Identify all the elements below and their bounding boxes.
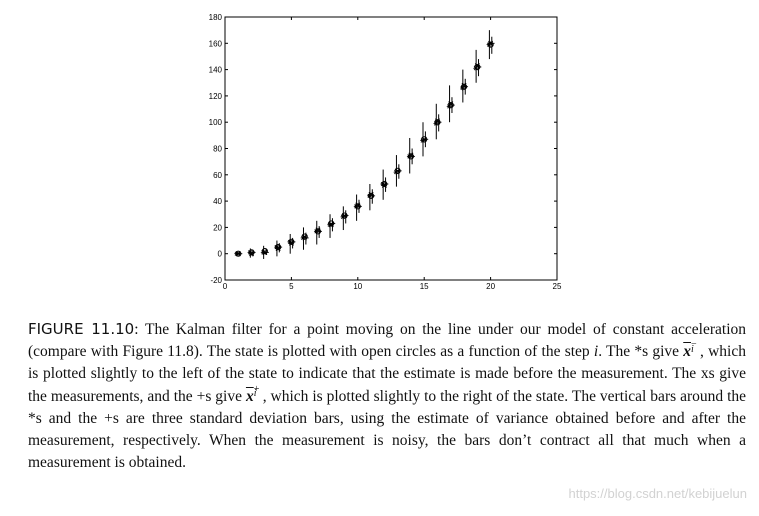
- y-tick-label: 100: [209, 118, 223, 127]
- figure-label: FIGURE 11.10: [28, 320, 135, 338]
- posterior-estimate-plus-point: [343, 213, 349, 219]
- y-tick-label: -20: [210, 276, 222, 285]
- y-tick-label: 0: [218, 250, 223, 259]
- caption-sup-plus: +: [253, 383, 260, 395]
- caption-text-3: , which is plotted slightly to the left …: [28, 343, 746, 405]
- y-tick-label: 120: [209, 92, 223, 101]
- posterior-estimate-plus-point: [277, 244, 283, 250]
- cross-stroke: [368, 192, 374, 198]
- posterior-estimate-plus-point: [409, 153, 415, 159]
- y-tick-label: 80: [213, 145, 222, 154]
- caption-var-i: i: [593, 343, 599, 361]
- x-tick-label: 25: [553, 282, 562, 291]
- cross-stroke: [434, 118, 440, 124]
- posterior-estimate-plus-point: [423, 136, 429, 142]
- posterior-estimate-plus-point: [489, 40, 495, 46]
- y-tick-label: 40: [213, 197, 222, 206]
- x-tick-label: 0: [223, 282, 228, 291]
- caption-sub-i-2: i: [253, 388, 257, 400]
- y-tick-label: 60: [213, 171, 222, 180]
- cross-stroke: [408, 152, 414, 158]
- posterior-estimate-plus-point: [316, 228, 322, 234]
- x-tick-label: 20: [486, 282, 495, 291]
- figure: 0 5 10 15 20 25 -20 0 20 40 60 80 100 120 140 160 180: [209, 13, 562, 291]
- caption-x-plus: x: [245, 387, 254, 405]
- posterior-estimate-plus-point: [383, 181, 389, 187]
- y-tick-label: 20: [213, 223, 222, 232]
- caption-sup-minus: −: [691, 339, 697, 351]
- posterior-estimate-plus-point: [263, 249, 269, 255]
- posterior-estimate-plus-point: [449, 102, 455, 108]
- figure-caption: FIGURE 11.10: The Kalman filter for a po…: [28, 318, 746, 474]
- caption-x-plus-indices: + i: [254, 384, 263, 401]
- y-tick-label: 140: [209, 66, 223, 75]
- posterior-estimate-plus-point: [237, 251, 243, 257]
- cross-stroke: [302, 234, 308, 240]
- posterior-estimate-plus-point: [250, 249, 256, 255]
- posterior-estimate-plus-point: [463, 84, 469, 90]
- posterior-estimate-plus-point: [396, 168, 402, 174]
- posterior-estimate-plus-point: [303, 235, 309, 241]
- x-tick-label: 5: [289, 282, 294, 291]
- star-stroke: [234, 251, 239, 256]
- posterior-estimate-plus-point: [436, 119, 442, 125]
- plot-frame: [224, 16, 558, 281]
- x-tick-label: 10: [353, 282, 362, 291]
- caption-text-4: , which is plotted slightly to the right…: [28, 387, 747, 472]
- x-tick-label: 15: [420, 282, 429, 291]
- caption-x-minus: x: [683, 343, 691, 361]
- caption-sub-i-1: i: [691, 344, 694, 355]
- posterior-estimate-plus-point: [476, 64, 482, 70]
- y-tick-label: 180: [209, 13, 223, 22]
- caption-text-2: . The *s give: [598, 343, 684, 361]
- caption-text-1: : The Kalman filter for a point moving o…: [28, 321, 747, 361]
- cross-stroke: [315, 227, 321, 233]
- y-tick-label: 160: [209, 39, 223, 48]
- cross-stroke: [448, 101, 454, 107]
- cross-stroke: [474, 63, 480, 69]
- posterior-estimate-plus-point: [356, 203, 362, 209]
- star-stroke: [261, 250, 266, 255]
- posterior-estimate-plus-point: [330, 220, 336, 226]
- cross-stroke: [461, 82, 467, 88]
- cross-stroke: [355, 202, 361, 208]
- posterior-estimate-plus-point: [370, 193, 376, 199]
- posterior-estimate-plus-point: [290, 239, 296, 245]
- watermark: https://blog.csdn.net/kebijuelun: [568, 486, 747, 501]
- caption-x-minus-indices: − i: [691, 339, 700, 356]
